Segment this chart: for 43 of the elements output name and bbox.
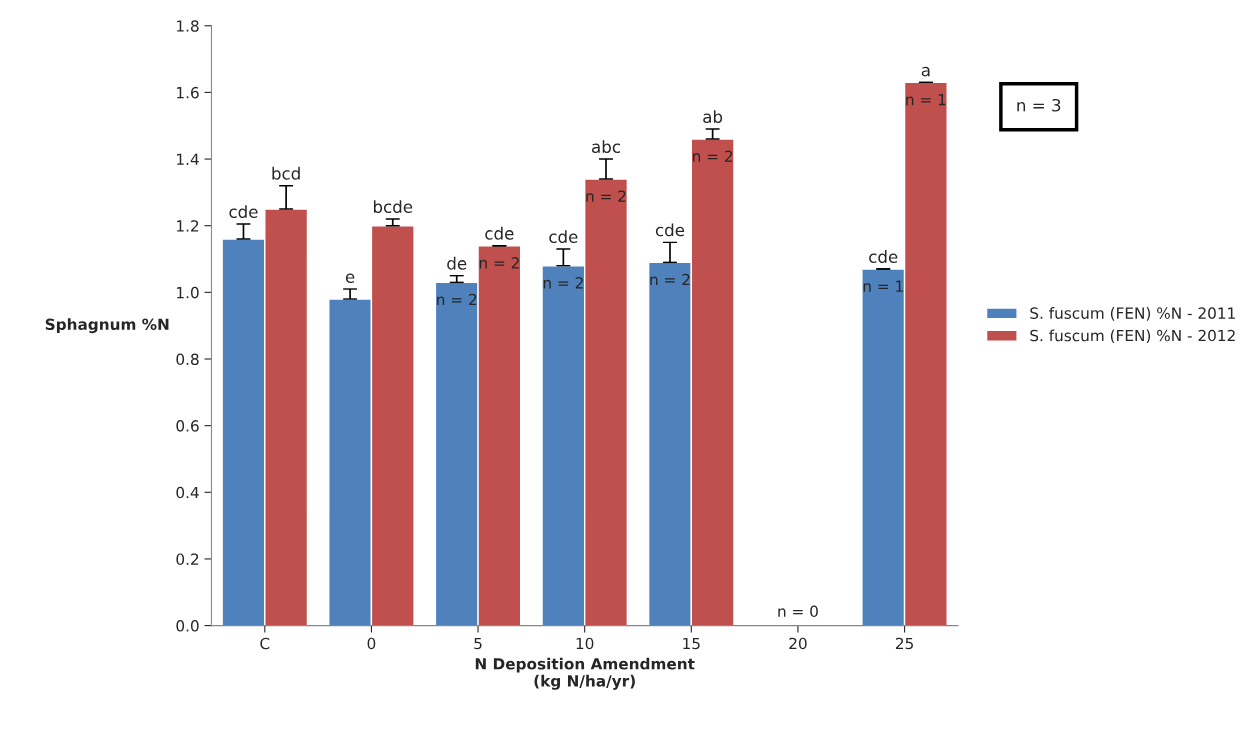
data-label: abc (592, 140, 620, 154)
y-tick-label: 1.4 (177, 153, 199, 165)
data-label: ab (703, 110, 723, 124)
y-tick-label: 0.2 (176, 553, 199, 565)
y-tick-label: 0.6 (176, 420, 199, 432)
x-tick-label: 5 (474, 637, 482, 650)
annotation: n = 0 (778, 605, 818, 618)
text: n = 3 (1017, 98, 1061, 112)
y-tick-label: 1.0 (177, 286, 199, 299)
x-tick-label: 20 (789, 637, 807, 650)
data-label: cde (229, 205, 258, 219)
annotation: n = 2 (479, 257, 519, 269)
y-axis-title: Sphagnum %N (45, 318, 169, 334)
annotation: n = 2 (693, 150, 733, 162)
data-label: bcd (272, 166, 300, 180)
y-tick-label: 0.4 (176, 486, 199, 499)
legend-label: S. fuscum (FEN) %N - 2012 (1030, 329, 1235, 344)
legend-label: S. fuscum (FEN) %N - 2011 (1030, 307, 1235, 321)
x-tick-label: C (260, 637, 270, 650)
annotation: n = 1 (906, 93, 946, 106)
annotation: n = 2 (650, 273, 690, 286)
y-tick-label: 1.8 (177, 20, 199, 32)
y-tick-label: 0.0 (176, 620, 199, 632)
annotation: n = 2 (543, 277, 583, 289)
data-label: a (921, 66, 930, 77)
annotation: n = 1 (863, 280, 903, 292)
annotation: n = 2 (586, 190, 626, 202)
x-tick-label: 10 (576, 637, 594, 650)
data-label: bcde (373, 200, 413, 214)
x-axis-title: N Deposition Amendment (kg N/ha/yr) (475, 657, 695, 690)
x-tick-label: 15 (683, 637, 700, 650)
y-tick-label: 1.2 (177, 220, 199, 232)
x-tick-label: 0 (367, 637, 376, 650)
data-label: cde (869, 250, 898, 264)
data-label: cde (655, 223, 685, 237)
annotation: n = 2 (437, 293, 477, 306)
data-label: cde (485, 226, 514, 240)
y-tick-label: 1.6 (177, 86, 199, 99)
data-label: de (447, 256, 467, 270)
y-tick-label: 0.8 (176, 353, 199, 366)
x-tick-label: 25 (895, 637, 913, 650)
data-label: cde (549, 230, 578, 244)
data-label: e (345, 273, 355, 284)
